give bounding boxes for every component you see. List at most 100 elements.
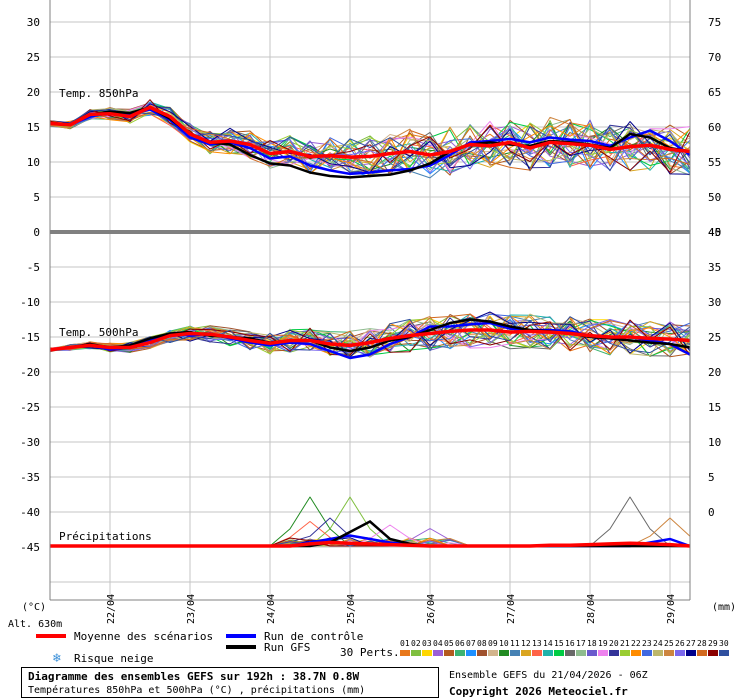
member-number: 11	[510, 639, 520, 648]
member-swatch	[620, 650, 630, 656]
perturbation-t850-line	[49, 113, 691, 174]
y-unit-right: (mm)	[712, 602, 736, 613]
member-number: 30	[719, 639, 729, 648]
x-tick-label: 29/04	[666, 594, 677, 624]
member-swatch	[488, 650, 498, 656]
member-number: 14	[543, 639, 553, 648]
member-number: 05	[444, 639, 454, 648]
member-number: 13	[532, 639, 542, 648]
member-number: 29	[708, 639, 718, 648]
legend-snow-label: Risque neige	[74, 652, 153, 665]
label-t850: Temp. 850hPa	[59, 87, 138, 100]
panel-separator	[50, 230, 690, 234]
y-tick-left-top: 0	[33, 226, 40, 239]
member-swatch	[466, 650, 476, 656]
member-number: 17	[576, 639, 586, 648]
member-swatch	[499, 650, 509, 656]
y-tick-left-bottom: -30	[20, 436, 40, 449]
y-tick-left-top: 10	[27, 156, 40, 169]
member-number: 28	[697, 639, 707, 648]
member-number: 26	[675, 639, 685, 648]
y-tick-left-bottom: -20	[20, 366, 40, 379]
y-tick-right-bottom: 5	[708, 471, 715, 484]
chart-title: Diagramme des ensembles GEFS sur 192h : …	[28, 670, 360, 683]
member-number: 03	[422, 639, 432, 648]
member-swatch	[598, 650, 608, 656]
member-number: 19	[598, 639, 608, 648]
y-tick-left-bottom: -10	[20, 296, 40, 309]
member-number: 27	[686, 639, 696, 648]
y-tick-left-top: 25	[27, 51, 40, 64]
member-swatch	[543, 650, 553, 656]
member-swatch	[653, 650, 663, 656]
y-tick-right-bottom: 35	[708, 261, 721, 274]
member-swatch	[708, 650, 718, 656]
x-tick-label: 23/04	[186, 594, 197, 624]
copyright: Copyright 2026 Meteociel.fr	[449, 685, 628, 698]
label-t500: Temp. 500hPa	[59, 326, 138, 339]
member-swatch	[477, 650, 487, 656]
member-swatch	[411, 650, 421, 656]
y-tick-right-bottom: 10	[708, 436, 721, 449]
x-tick-label: 27/04	[506, 594, 517, 624]
y-tick-right-top: 60	[708, 121, 721, 134]
legend-gfs-label: Run GFS	[264, 641, 310, 654]
member-swatch	[686, 650, 696, 656]
x-tick-label: 24/04	[266, 594, 277, 624]
y-tick-right-top: 45	[708, 226, 721, 239]
y-tick-right-bottom: 0	[708, 506, 715, 519]
y-tick-right-top: 75	[708, 16, 721, 29]
y-tick-right-bottom: 15	[708, 401, 721, 414]
label-precip: Précipitations	[59, 530, 152, 543]
x-tick-label: 28/04	[586, 594, 597, 624]
member-swatch	[554, 650, 564, 656]
y-tick-left-bottom: -35	[20, 471, 40, 484]
member-number: 07	[466, 639, 476, 648]
y-tick-right-top: 55	[708, 156, 721, 169]
member-swatch	[422, 650, 432, 656]
y-tick-left-top: 20	[27, 86, 40, 99]
member-number: 16	[565, 639, 575, 648]
member-number: 21	[620, 639, 630, 648]
member-swatch	[455, 650, 465, 656]
chart-legend: Moyenne des scénarios Run de contrôleRun …	[36, 630, 729, 666]
member-swatch	[609, 650, 619, 656]
member-swatch	[587, 650, 597, 656]
mean-precip-line	[50, 540, 691, 548]
member-swatch	[631, 650, 641, 656]
legend-control-label: Run de contrôle	[264, 630, 363, 643]
y-tick-left-bottom: -40	[20, 506, 40, 519]
y-tick-left-bottom: -15	[20, 331, 40, 344]
y-tick-right-bottom: 30	[708, 296, 721, 309]
y-tick-left-bottom: -25	[20, 401, 40, 414]
member-swatch	[664, 650, 674, 656]
x-tick-label: 22/04	[106, 594, 117, 624]
perturbation-t500-line	[49, 318, 691, 357]
member-swatch	[719, 650, 729, 656]
chart-subtitle: Températures 850hPa et 500hPa (°C) , pré…	[28, 685, 366, 696]
member-swatch	[433, 650, 443, 656]
perturbation-t500-line	[49, 315, 691, 354]
altitude-label: Alt. 630m	[8, 619, 62, 630]
member-swatch	[697, 650, 707, 656]
legend-mean-label: Moyenne des scénarios	[74, 630, 213, 643]
member-number: 22	[631, 639, 641, 648]
y-tick-left-top: 5	[33, 191, 40, 204]
y-unit-left: (°C)	[22, 602, 46, 613]
chart-grid	[50, 0, 690, 600]
member-number: 04	[433, 639, 443, 648]
y-tick-left-bottom: -5	[27, 261, 40, 274]
member-number: 24	[653, 639, 663, 648]
member-number: 18	[587, 639, 597, 648]
member-swatch	[521, 650, 531, 656]
member-swatch	[444, 650, 454, 656]
y-tick-right-top: 65	[708, 86, 721, 99]
member-swatch	[532, 650, 542, 656]
y-tick-left-bottom: -45	[20, 541, 40, 554]
run-info: Ensemble GEFS du 21/04/2026 - 06Z	[449, 670, 648, 681]
member-swatch	[565, 650, 575, 656]
y-tick-right-bottom: 25	[708, 331, 721, 344]
legend-perts-label: 30 Perts.	[340, 646, 400, 659]
y-tick-right-top: 70	[708, 51, 721, 64]
member-swatch	[576, 650, 586, 656]
